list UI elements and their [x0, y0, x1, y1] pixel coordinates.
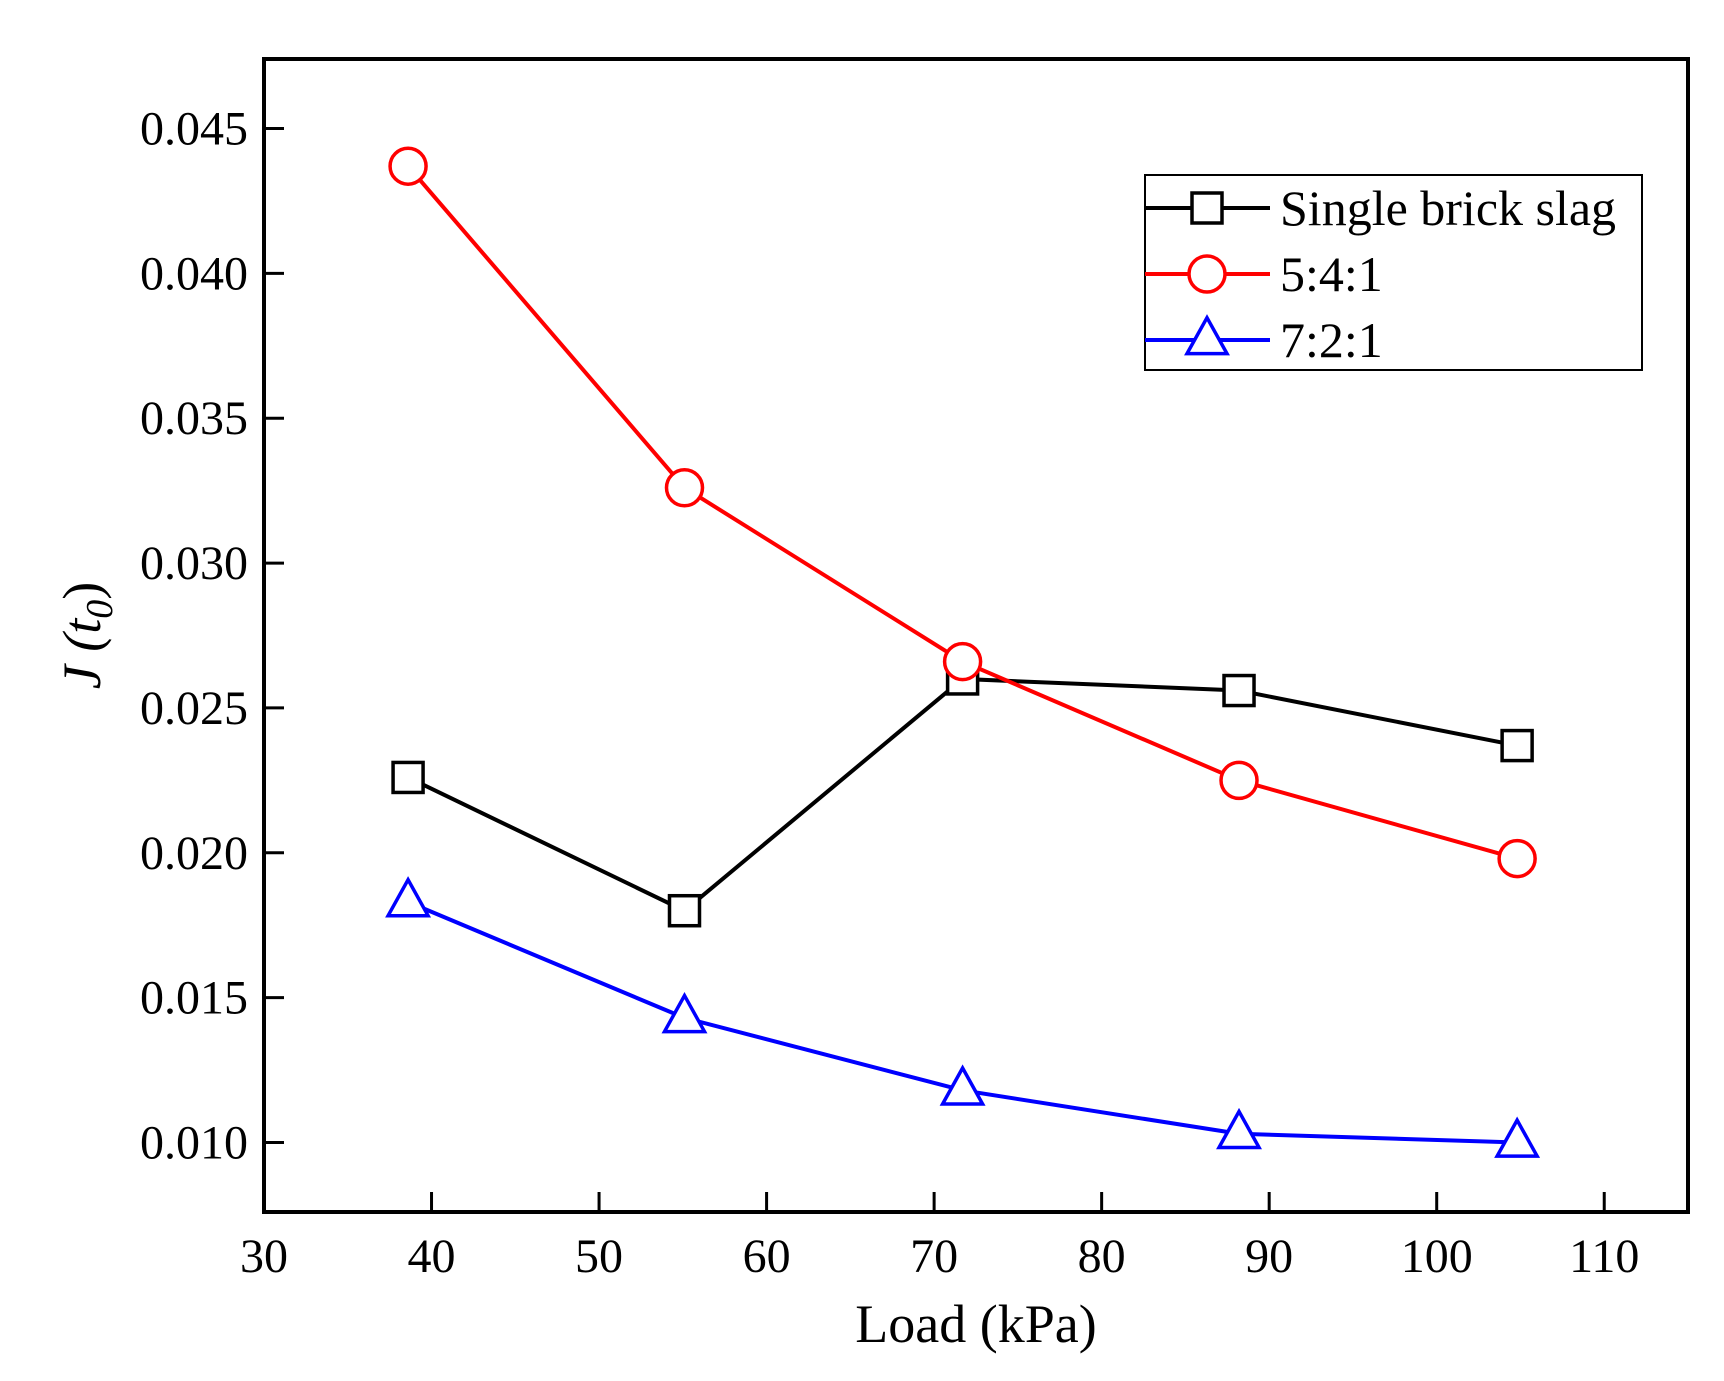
x-ticks: 30 40 50 60 70 80 90 100 110 — [240, 1192, 1639, 1283]
legend-label: 7:2:1 — [1280, 312, 1383, 368]
x-tick-label: 90 — [1245, 1230, 1293, 1283]
x-tick-label: 70 — [910, 1230, 958, 1283]
series-markers — [385, 146, 1541, 1158]
x-axis-label: Load (kPa) — [855, 1294, 1096, 1354]
legend-marker-circle — [1187, 254, 1227, 294]
y-tick-label: 0.030 — [140, 537, 248, 590]
y-tick-label: 0.045 — [140, 103, 248, 156]
y-axis-label-sub: 0 — [79, 600, 121, 619]
y-axis-label-main: J ( — [52, 631, 112, 689]
x-tick-label: 40 — [408, 1230, 456, 1283]
data-point-circle — [1219, 760, 1259, 801]
data-point-circle — [942, 641, 983, 682]
legend-label: 5:4:1 — [1280, 246, 1383, 302]
data-point-triangle — [661, 991, 708, 1034]
data-point-square — [667, 893, 702, 928]
data-point-circle — [388, 146, 428, 186]
data-point-triangle — [385, 876, 432, 918]
y-axis-label: J (t0) — [52, 582, 121, 689]
data-point-triangle — [939, 1064, 986, 1106]
data-point-circle — [1497, 838, 1537, 879]
legend: Single brick slag 5:4:1 7:2:1 — [1144, 174, 1643, 371]
x-tick-label: 30 — [240, 1230, 288, 1283]
data-point-square — [391, 760, 425, 795]
y-axis-label-close: ) — [52, 582, 112, 600]
data-point-triangle — [1494, 1116, 1541, 1158]
y-tick-label: 0.040 — [140, 247, 248, 300]
y-tick-label: 0.020 — [140, 827, 248, 880]
y-tick-label: 0.035 — [140, 392, 248, 445]
series-line-0 — [407, 676, 1518, 914]
x-tick-label: 100 — [1401, 1230, 1473, 1283]
legend-label: Single brick slag — [1280, 180, 1616, 236]
data-point-square — [1222, 673, 1256, 708]
y-ticks: 0.010 0.015 0.020 0.025 0.030 0.035 0.040 0.045 — [140, 103, 284, 1169]
y-axis-label-var: t — [52, 617, 112, 634]
x-tick-label: 80 — [1078, 1230, 1126, 1283]
legend-marker-triangle — [1184, 314, 1230, 356]
plot-frame — [262, 57, 1690, 1214]
y-tick-label: 0.010 — [140, 1116, 248, 1169]
y-tick-label: 0.015 — [140, 972, 248, 1025]
x-tick-label: 60 — [743, 1230, 791, 1283]
series-line-2 — [407, 900, 1518, 1145]
data-point-square — [1500, 728, 1534, 763]
x-tick-label: 110 — [1569, 1230, 1639, 1283]
legend-marker-square — [1190, 191, 1224, 225]
y-tick-label: 0.025 — [140, 682, 248, 735]
data-point-triangle — [1216, 1107, 1262, 1150]
data-point-circle — [664, 468, 705, 508]
x-tick-label: 50 — [575, 1230, 623, 1283]
